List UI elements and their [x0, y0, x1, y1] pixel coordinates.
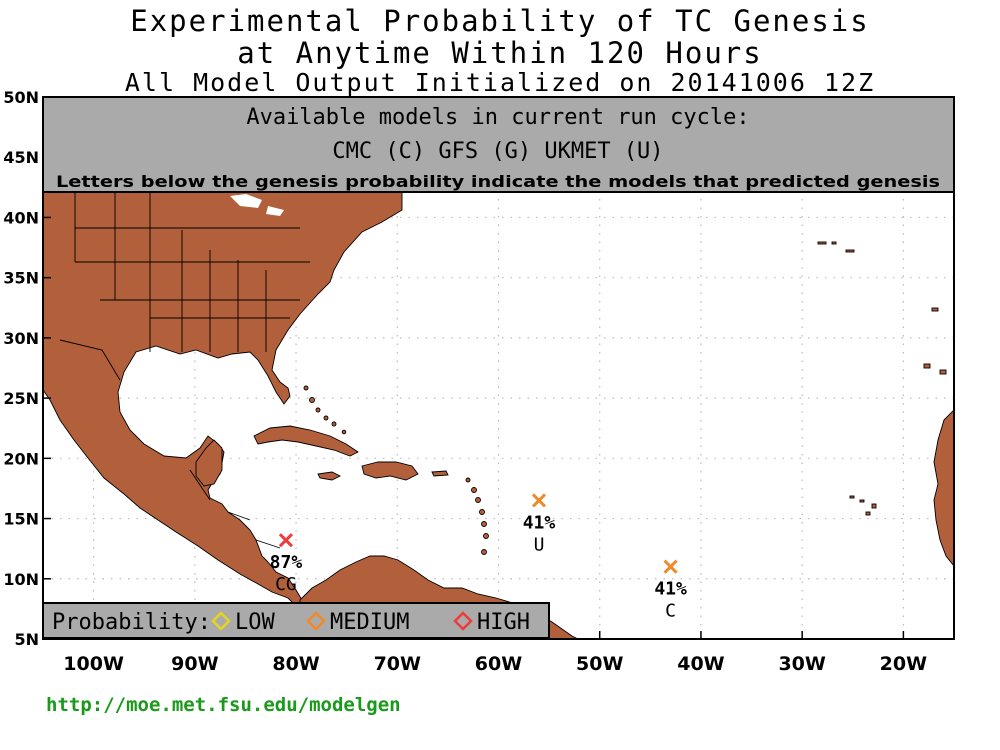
graticule [43, 97, 954, 639]
longitude-labels: 100W 90W 80W 70W 60W 50W 40W 30W 20W [63, 653, 927, 675]
genesis-point: 41%U [523, 493, 556, 555]
lat-tick-label: 40N [3, 208, 39, 227]
great-lakes [230, 194, 284, 216]
source-url-link[interactable]: http://moe.met.fsu.edu/modelgen [46, 694, 401, 716]
lat-tick-label: 5N [14, 630, 39, 649]
genesis-point: 41%C [654, 559, 687, 622]
legend-medium-item: MEDIUM [306, 610, 409, 635]
lesser-antilles [465, 477, 489, 555]
legend-low-item: LOW [211, 610, 275, 635]
genesis-models-label: C [665, 601, 676, 622]
lat-tick-label: 45N [3, 148, 39, 167]
jamaica-land [317, 471, 342, 481]
lat-tick-label: 50N [3, 88, 39, 107]
lon-tick-label: 100W [63, 653, 124, 675]
lat-tick-label: 30N [3, 329, 39, 348]
north-america-land [43, 187, 403, 607]
lat-tick-label: 35N [3, 269, 39, 288]
lon-tick-label: 80W [272, 653, 319, 675]
legend-high-item: HIGH [453, 610, 530, 635]
info-box-line2: CMC (C) GFS (G) UKMET (U) [332, 139, 663, 164]
genesis-probability-label: 41% [654, 579, 687, 600]
info-box-line3: Letters below the genesis probability in… [56, 172, 940, 191]
lat-tick-label: 20N [3, 449, 39, 468]
cuba-land [253, 425, 359, 457]
bahamas [303, 385, 347, 435]
map-title-line1: Experimental Probability of TC Genesis [130, 4, 870, 38]
lat-tick-label: 15N [3, 510, 39, 529]
lon-tick-label: 30W [778, 653, 825, 675]
genesis-x-marker-icon [663, 559, 678, 574]
lon-tick-label: 20W [880, 653, 927, 675]
political-boundaries [59, 188, 310, 549]
legend-high-label: HIGH [477, 610, 530, 635]
genesis-x-marker-icon [278, 533, 293, 548]
lon-tick-label: 60W [475, 653, 522, 675]
legend-low-label: LOW [235, 610, 275, 635]
lat-tick-label: 10N [3, 570, 39, 589]
lat-tick-label: 25N [3, 389, 39, 408]
lon-tick-label: 50W [576, 653, 623, 675]
legend-high-diamond-icon [453, 611, 473, 631]
info-box-line1: Available models in current run cycle: [246, 105, 749, 130]
legend-label: Probability: [52, 610, 211, 635]
legend-medium-label: MEDIUM [330, 610, 409, 635]
yucatan-land [195, 439, 223, 487]
hispaniola-land [361, 461, 419, 481]
map-title-line3: All Model Output Initialized on 20141006… [124, 68, 876, 97]
africa-land [933, 409, 954, 567]
genesis-point: 87%CG [270, 533, 303, 595]
genesis-models-label: CG [275, 574, 297, 595]
info-box: Available models in current run cycle: C… [42, 96, 955, 193]
lon-tick-label: 90W [171, 653, 218, 675]
lon-tick-label: 70W [374, 653, 421, 675]
genesis-probability-label: 41% [523, 512, 556, 533]
puerto-rico-land [431, 470, 449, 477]
atlantic-islands [817, 241, 947, 516]
lon-tick-label: 40W [677, 653, 724, 675]
genesis-x-marker-icon [531, 493, 547, 508]
genesis-models-label: U [534, 534, 545, 555]
probability-legend: Probability: LOW MEDIUM HIGH [42, 602, 550, 639]
latitude-labels: 50N 45N 40N 35N 30N 25N 20N 15N 10N 5N [3, 88, 39, 649]
map-title-line2: at Anytime Within 120 Hours [237, 36, 763, 70]
legend-medium-diamond-icon [306, 611, 326, 631]
legend-low-diamond-icon [211, 611, 231, 631]
genesis-probability-label: 87% [270, 552, 303, 573]
